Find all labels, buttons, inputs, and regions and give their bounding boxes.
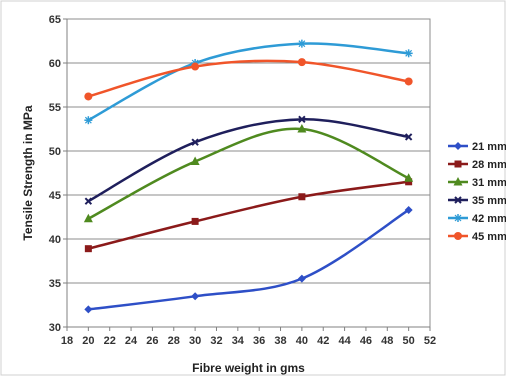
- legend-item: 35 mm: [448, 195, 506, 207]
- legend-item: 28 mm: [448, 159, 506, 171]
- legend-label: 31 mm: [472, 177, 506, 189]
- data-point-stroke: [191, 138, 199, 146]
- x-tick-label: 50: [403, 335, 415, 347]
- x-tick-label: 42: [317, 335, 329, 347]
- y-tick-label: 45: [49, 190, 61, 202]
- data-point: [297, 274, 306, 283]
- data-point: [191, 62, 200, 71]
- data-point-stroke: [454, 214, 462, 222]
- data-point: [84, 116, 93, 125]
- x-tick-label: 52: [424, 335, 436, 347]
- data-point-stroke: [404, 133, 413, 141]
- data-point-stroke: [454, 196, 462, 204]
- data-point: [297, 58, 306, 67]
- data-point: [191, 138, 199, 146]
- series-line-5: [88, 59, 409, 98]
- x-tick-label: 20: [82, 335, 94, 347]
- y-tick-label: 60: [49, 58, 61, 70]
- x-tick-label: 22: [104, 335, 116, 347]
- legend-label: 45 mm: [472, 231, 506, 243]
- data-point: [404, 173, 414, 182]
- data-point-stroke: [405, 49, 413, 57]
- legend-item: 21 mm: [448, 141, 506, 153]
- legend-label: 35 mm: [472, 195, 506, 207]
- y-tick-label: 40: [49, 234, 61, 246]
- series-line-1: [88, 180, 409, 250]
- series-line-0: [88, 208, 410, 311]
- data-point: [404, 49, 413, 58]
- legend-item: 45 mm: [448, 231, 506, 243]
- data-point-stroke: [84, 116, 92, 124]
- data-point-stroke: [298, 115, 306, 124]
- data-point: [454, 214, 462, 222]
- x-tick-label: 24: [125, 335, 138, 347]
- data-point: [191, 217, 199, 225]
- data-point: [190, 156, 200, 166]
- data-point: [84, 92, 93, 101]
- y-tick-label: 30: [49, 322, 61, 334]
- y-axis-title: Tensile Strength in MPa: [21, 105, 35, 240]
- data-point: [297, 39, 306, 48]
- data-point: [84, 197, 93, 205]
- x-tick-label: 40: [296, 335, 308, 347]
- data-point: [454, 232, 462, 240]
- data-point-stroke: [298, 40, 306, 48]
- data-point-stroke: [84, 197, 93, 205]
- y-tick-label: 50: [49, 146, 61, 158]
- data-point: [297, 124, 307, 133]
- x-tick-label: 36: [253, 335, 265, 347]
- legend-label: 28 mm: [472, 159, 506, 171]
- legend-item: 42 mm: [448, 213, 506, 225]
- series-line-4: [87, 42, 409, 122]
- legend-item: 31 mm: [448, 177, 506, 189]
- x-tick-label: 38: [274, 335, 286, 347]
- data-point: [404, 77, 413, 86]
- legend-label: 42 mm: [472, 213, 506, 225]
- data-point: [83, 213, 93, 223]
- data-point: [404, 133, 413, 141]
- x-tick-label: 26: [146, 335, 158, 347]
- data-point: [454, 160, 462, 168]
- data-point: [84, 245, 92, 253]
- data-point: [453, 177, 463, 186]
- x-tick-label: 48: [381, 335, 393, 347]
- x-tick-label: 46: [360, 335, 372, 347]
- x-tick-label: 34: [232, 335, 245, 347]
- data-point: [84, 305, 93, 314]
- y-tick-label: 35: [49, 278, 61, 290]
- data-point: [405, 178, 413, 186]
- data-point: [191, 292, 200, 301]
- legend-label: 21 mm: [472, 141, 506, 153]
- data-point: [404, 205, 413, 214]
- x-tick-label: 32: [210, 335, 222, 347]
- y-tick-label: 65: [49, 14, 61, 26]
- x-tick-label: 30: [189, 335, 201, 347]
- data-point: [298, 193, 306, 201]
- data-point: [454, 196, 462, 204]
- x-tick-label: 44: [338, 335, 351, 347]
- x-axis-title: Fibre weight in gms: [192, 361, 305, 375]
- series-line-3: [87, 118, 409, 203]
- y-tick-label: 55: [49, 102, 61, 114]
- series-line-2: [87, 127, 410, 220]
- x-tick-label: 28: [168, 335, 180, 347]
- data-point: [454, 142, 462, 150]
- x-tick-label: 18: [61, 335, 73, 347]
- data-point: [298, 115, 306, 124]
